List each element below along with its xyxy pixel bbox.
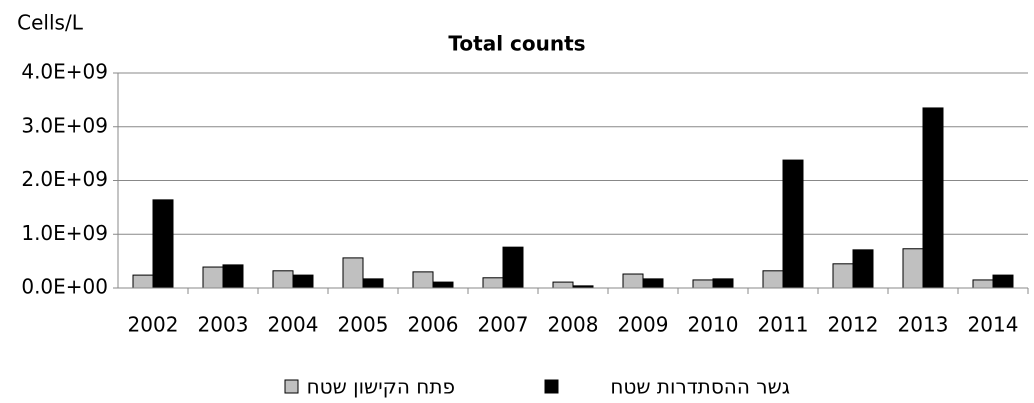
x-tick-label: 2004 — [268, 313, 319, 337]
x-tick-label: 2014 — [968, 313, 1019, 337]
x-tick-label: 2003 — [198, 313, 249, 337]
y-tick-label: 3.0E+09 — [21, 113, 108, 137]
x-tick-label: 2007 — [478, 313, 529, 337]
bar — [552, 281, 574, 289]
legend-swatch — [284, 379, 299, 394]
x-tick-label: 2012 — [828, 313, 879, 337]
bar — [972, 279, 994, 289]
bar — [362, 278, 384, 289]
y-tick-label: 4.0E+09 — [21, 60, 108, 84]
x-tick-label: 2002 — [128, 313, 179, 337]
x-tick-label: 2013 — [898, 313, 949, 337]
bar — [482, 277, 504, 289]
bar — [852, 249, 874, 289]
bar — [902, 248, 924, 289]
bar — [832, 263, 854, 289]
y-axis-label: Cells/L — [17, 11, 84, 35]
bar — [222, 264, 244, 289]
legend-swatch — [544, 379, 559, 394]
bar — [292, 274, 314, 289]
bar — [132, 274, 154, 289]
bar — [342, 257, 364, 289]
bar — [502, 246, 524, 289]
bar — [412, 271, 434, 289]
x-tick-label: 2010 — [688, 313, 739, 337]
x-tick-label: 2006 — [408, 313, 459, 337]
bar — [152, 199, 174, 289]
bar — [922, 107, 944, 289]
x-tick-label: 2011 — [758, 313, 809, 337]
bar — [272, 270, 294, 289]
y-tick-label: 2.0E+09 — [21, 167, 108, 191]
chart-title: Total counts — [448, 32, 585, 56]
bar — [692, 279, 714, 289]
y-tick-label: 0.0E+00 — [21, 275, 108, 299]
bar — [762, 270, 784, 289]
bar — [642, 278, 664, 289]
legend-label: גשר ההסתדרות שטח — [610, 375, 790, 399]
bar — [432, 281, 454, 289]
x-tick-label: 2009 — [618, 313, 669, 337]
legend-label: פתח הקישון שטח — [307, 375, 455, 399]
x-tick-label: 2008 — [548, 313, 599, 337]
bar — [782, 159, 804, 289]
bar — [992, 274, 1014, 289]
bar — [202, 266, 224, 289]
bar — [712, 278, 734, 289]
x-tick-label: 2005 — [338, 313, 389, 337]
y-tick-label: 1.0E+09 — [21, 221, 108, 245]
bar — [622, 273, 644, 289]
